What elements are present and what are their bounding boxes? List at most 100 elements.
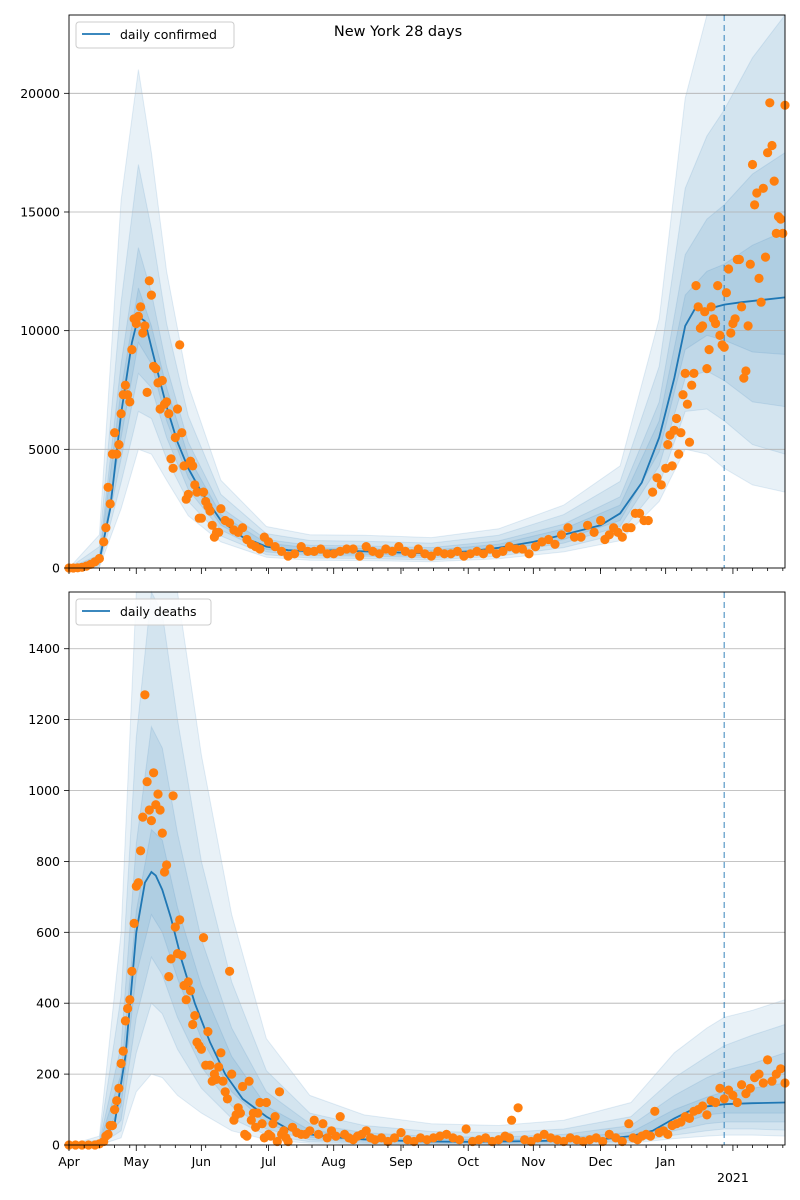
deaths-observed-point bbox=[322, 1133, 332, 1143]
deaths-observed-point bbox=[246, 1115, 256, 1125]
confirmed-y-tick-label: 5000 bbox=[28, 442, 60, 457]
confirmed-observed-point bbox=[626, 523, 636, 533]
confirmed-observed-point bbox=[719, 342, 729, 352]
deaths-observed-point bbox=[155, 805, 165, 815]
confirmed-observed-point bbox=[543, 534, 554, 545]
deaths-legend: daily deaths bbox=[75, 598, 212, 626]
deaths-y-tick-label: 800 bbox=[36, 854, 60, 869]
confirmed-observed-point bbox=[756, 297, 766, 307]
deaths-observed-point bbox=[737, 1080, 747, 1090]
deaths-observed-point bbox=[164, 972, 174, 982]
confirmed-observed-point bbox=[114, 440, 124, 450]
confirmed-observed-point bbox=[387, 546, 397, 557]
x-tick-label: Jul bbox=[260, 1154, 276, 1169]
confirmed-plot-frame bbox=[68, 14, 786, 569]
deaths-observed-point bbox=[335, 1112, 345, 1122]
deaths-y-tick-label: 400 bbox=[36, 996, 60, 1011]
deaths-y-tick-label: 1000 bbox=[28, 783, 60, 798]
deaths-observed-point bbox=[513, 1103, 523, 1113]
confirmed-observed-point bbox=[120, 380, 130, 390]
x-tick-label: Sep bbox=[389, 1154, 413, 1169]
deaths-observed-point bbox=[776, 1064, 786, 1074]
deaths-observed-point bbox=[389, 1133, 400, 1143]
deaths-observed-point bbox=[149, 768, 159, 778]
deaths-observed-point bbox=[133, 878, 143, 888]
deaths-observed-point bbox=[728, 1090, 738, 1100]
confirmed-observed-point bbox=[778, 228, 788, 238]
confirmed-observed-point bbox=[322, 549, 332, 559]
confirmed-observed-point bbox=[589, 527, 599, 538]
confirmed-observed-point bbox=[596, 515, 606, 526]
confirmed-observed-point bbox=[663, 440, 673, 450]
deaths-observed-point bbox=[216, 1048, 226, 1058]
confirmed-observed-point bbox=[192, 487, 202, 497]
confirmed-observed-point bbox=[205, 506, 215, 516]
confirmed-observed-point bbox=[706, 302, 716, 312]
deaths-observed-point bbox=[166, 954, 176, 964]
deaths-observed-point bbox=[157, 828, 167, 838]
confirmed-observed-point bbox=[426, 551, 436, 561]
confirmed-observed-point bbox=[563, 523, 573, 533]
deaths-observed-point bbox=[763, 1055, 773, 1065]
confirmed-y-tick-label: 10000 bbox=[20, 323, 60, 338]
deaths-observed-point bbox=[116, 1058, 126, 1069]
confirmed-observed-point bbox=[741, 366, 751, 376]
confirmed-observed-point bbox=[190, 480, 200, 490]
confirmed-observed-point bbox=[734, 254, 745, 265]
confirmed-observed-point bbox=[693, 302, 703, 312]
figure-title: New York 28 days bbox=[334, 24, 462, 40]
confirmed-observed-point bbox=[711, 318, 721, 329]
deaths-plot-frame bbox=[68, 591, 786, 1146]
confirmed-observed-point bbox=[745, 259, 755, 269]
deaths-observed-point bbox=[153, 789, 163, 799]
deaths-observed-points bbox=[64, 690, 790, 1150]
confirmed-observed-point bbox=[569, 532, 580, 542]
deaths-observed-point bbox=[144, 805, 154, 815]
confirmed-observed-point bbox=[290, 549, 300, 559]
deaths-observed-point bbox=[313, 1129, 324, 1139]
confirmed-observed-point bbox=[316, 544, 326, 554]
confirmed-observed-point bbox=[767, 140, 777, 151]
deaths-y-tick-label: 0 bbox=[52, 1138, 60, 1153]
confirmed-legend: daily confirmed bbox=[75, 21, 235, 49]
confirmed-observed-point bbox=[439, 549, 449, 559]
confirmed-y-axis: 0 5000 10000 15000 20000 bbox=[20, 86, 69, 576]
deaths-observed-point bbox=[255, 1097, 265, 1108]
confirmed-observed-point bbox=[652, 473, 662, 483]
confirmed-observed-point bbox=[713, 281, 723, 291]
deaths-observed-point bbox=[198, 933, 209, 943]
deaths-observed-point bbox=[702, 1110, 712, 1120]
deaths-observed-point bbox=[235, 1108, 245, 1118]
deaths-observed-point bbox=[361, 1126, 371, 1136]
deaths-observed-point bbox=[283, 1136, 293, 1147]
confirmed-observed-point bbox=[103, 482, 113, 492]
confirmed-observed-point bbox=[760, 252, 771, 262]
confirmed-observed-point bbox=[183, 489, 193, 499]
confirmed-observed-point bbox=[394, 542, 404, 552]
confirmed-observed-point bbox=[168, 463, 178, 473]
confirmed-observed-point bbox=[151, 364, 161, 374]
deaths-observed-point bbox=[507, 1115, 517, 1125]
confirmed-observed-point bbox=[123, 390, 133, 400]
confirmed-observed-point bbox=[296, 542, 306, 552]
confirmed-observed-point bbox=[140, 321, 150, 331]
confirmed-observed-point bbox=[583, 520, 593, 530]
confirmed-observed-point bbox=[765, 98, 775, 108]
confirmed-observed-point bbox=[452, 546, 462, 557]
confirmed-observed-point bbox=[517, 544, 528, 554]
deaths-observed-point bbox=[222, 1094, 232, 1104]
confirmed-observed-point bbox=[702, 364, 712, 374]
deaths-observed-point bbox=[624, 1119, 634, 1129]
deaths-observed-point bbox=[454, 1135, 465, 1145]
deaths-observed-point bbox=[617, 1136, 627, 1147]
deaths-observed-point bbox=[125, 995, 135, 1005]
confirmed-observed-point bbox=[179, 461, 189, 471]
deaths-observed-point bbox=[183, 977, 193, 987]
confirmed-observed-point bbox=[216, 504, 226, 514]
deaths-observed-point bbox=[461, 1124, 471, 1134]
confirmed-panel: 0 5000 10000 15000 20000 daily confirmed New… bbox=[20, 13, 790, 576]
confirmed-observed-point bbox=[698, 321, 708, 331]
deaths-observed-point bbox=[318, 1119, 328, 1129]
confirmed-observed-point bbox=[643, 515, 653, 526]
deaths-observed-point bbox=[238, 1081, 248, 1092]
